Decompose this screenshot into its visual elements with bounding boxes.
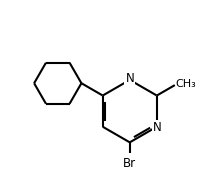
Text: Br: Br xyxy=(123,157,136,170)
Text: CH₃: CH₃ xyxy=(176,79,197,89)
Text: N: N xyxy=(153,121,162,134)
Text: N: N xyxy=(125,72,134,85)
